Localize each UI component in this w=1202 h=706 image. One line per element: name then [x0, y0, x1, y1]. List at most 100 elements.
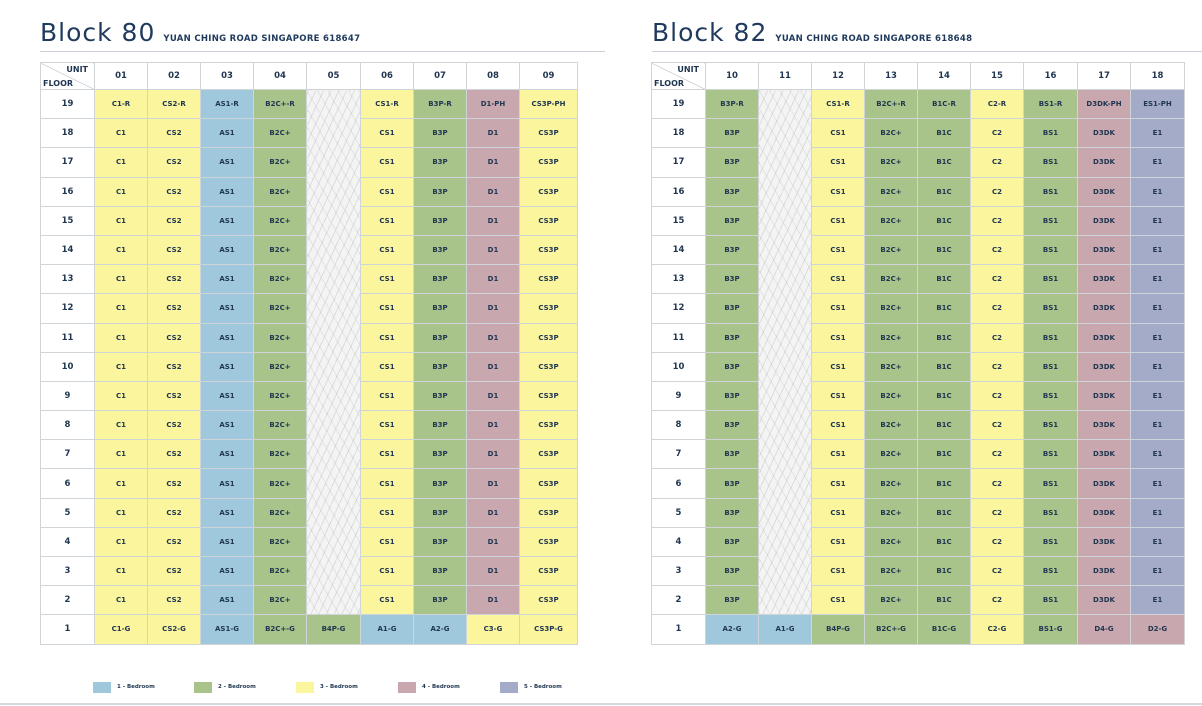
floor-number: 11 [40, 322, 95, 353]
unit-type-cell: B1C [917, 410, 971, 441]
unit-type-cell: D3DK [1077, 468, 1131, 499]
unit-type-cell: C1 [94, 234, 148, 266]
unit-type-cell: BS1 [1023, 234, 1078, 266]
floor-number: 8 [40, 410, 95, 441]
unit-header-08: 08 [466, 62, 520, 90]
unit-type-cell: B3P [705, 293, 759, 324]
unit-type-cell: A1-G [360, 614, 414, 645]
unit-type-cell: CS2 [147, 293, 201, 324]
unit-type-cell: D3DK [1077, 555, 1131, 587]
unit-header-05: 05 [306, 62, 361, 90]
unit-type-cell: CS3P [519, 585, 578, 616]
unit-type-cell: CS1 [360, 497, 414, 528]
block-80-unit-table: UNIT FLOOR 01 02 03 04 05 06 07 08 09 19 C1-R CS2-… [40, 62, 578, 645]
floor-row-9: 9 B3P CS1 B2C+ B1C C2 BS1 D3DK E1 [651, 380, 1185, 412]
unit-type-cell: B2C+ [864, 410, 918, 441]
unit-type-cell: B3P [705, 380, 759, 412]
unit-type-cell: C2 [970, 585, 1024, 616]
unit-type-cell: C1-G [94, 614, 148, 645]
unit-type-cell: B1C [917, 468, 971, 499]
floor-number: 11 [651, 322, 706, 353]
unit-type-cell: C1 [94, 526, 148, 558]
unit-type-cell: B1C [917, 293, 971, 324]
floor-row-1: 1 A2-G A1-G B4P-G B2C+-G B1C-G C2-G BS1-G D4-G D2… [651, 614, 1185, 645]
unit-type-cell: E1 [1130, 234, 1185, 266]
unit-type-cell: C2 [970, 497, 1024, 528]
unit-type-cell: B2C+ [253, 351, 307, 382]
floor-number: 4 [40, 526, 95, 558]
unit-type-cell: B2C+ [864, 351, 918, 382]
unit-type-cell: B3P-R [413, 88, 467, 120]
unit-type-cell: CS1 [360, 176, 414, 207]
unit-type-cell: B1C [917, 380, 971, 412]
unit-type-cell: CS1 [811, 264, 865, 295]
unit-type-cell: BS1 [1023, 147, 1078, 178]
unit-type-cell: B2C+ [253, 439, 307, 470]
unit-type-cell: B1C [917, 234, 971, 266]
floor-row-1: 1 C1-G CS2-G AS1-G B2C+-G B4P-G A1-G A2-G C3-G CS… [40, 614, 578, 645]
unit-type-cell: B3P [413, 526, 467, 558]
unit-type-cell: B2C+ [864, 264, 918, 295]
unit-type-cell: CS1 [811, 497, 865, 528]
floor-number: 5 [651, 497, 706, 528]
unit-type-cell: A2-G [413, 614, 467, 645]
unit-type-cell: BS1 [1023, 585, 1078, 616]
unit-type-cell: E1 [1130, 293, 1185, 324]
unit-type-cell: CS3P [519, 380, 578, 412]
block-82-address: YUAN CHING ROAD SINGAPORE 618648 [775, 34, 973, 44]
floor-row-13: 13 C1 CS2 AS1 B2C+ CS1 B3P D1 CS3P [40, 264, 578, 295]
legend-swatch [398, 681, 416, 693]
floor-number: 1 [40, 614, 95, 645]
unit-type-cell: D3DK [1077, 410, 1131, 441]
unit-type-cell: CS2 [147, 468, 201, 499]
unit-type-cell: E1 [1130, 205, 1185, 236]
legend-swatch [500, 681, 518, 693]
unit-type-cell: ES1-PH [1130, 88, 1185, 120]
unit-type-cell: D2-G [1130, 614, 1185, 645]
unit-type-cell: C2 [970, 234, 1024, 266]
unit-type-cell: B3P [705, 264, 759, 295]
unit-type-cell: B2C+ [253, 205, 307, 236]
unit-type-cell: A2-G [705, 614, 759, 645]
block-82-title: Block 82 [652, 18, 768, 47]
unit-type-cell: B1C [917, 147, 971, 178]
floor-number: 16 [651, 176, 706, 207]
unit-type-cell: E1 [1130, 380, 1185, 412]
unit-type-cell: B3P [705, 205, 759, 236]
unit-type-cell: D3DK [1077, 234, 1131, 266]
unit-type-cell: B1C [917, 118, 971, 149]
unit-type-cell: B1C-G [917, 614, 971, 645]
unit-type-cell: C2 [970, 380, 1024, 412]
unit-type-cell: D3DK [1077, 351, 1131, 382]
unit-type-cell: D3DK [1077, 264, 1131, 295]
unit-type-cell: CS1 [360, 351, 414, 382]
unit-type-cell: D3DK [1077, 205, 1131, 236]
unit-type-cell: AS1 [200, 351, 254, 382]
unit-type-cell: B2C+ [253, 293, 307, 324]
unit-type-cell: CS3P [519, 234, 578, 266]
unit-type-cell: D1 [466, 205, 520, 236]
floor-row-11: 11 B3P CS1 B2C+ B1C C2 BS1 D3DK E1 [651, 322, 1185, 353]
unit-type-cell: CS1 [360, 118, 414, 149]
unit-type-cell: C1 [94, 293, 148, 324]
unit-type-cell: B2C+ [253, 555, 307, 587]
floor-number: 17 [651, 147, 706, 178]
unit-type-cell: AS1 [200, 118, 254, 149]
floor-row-10: 10 B3P CS1 B2C+ B1C C2 BS1 D3DK E1 [651, 351, 1185, 382]
unit-type-cell: B2C+-R [864, 88, 918, 120]
legend-item-2-bedroom: 2 - Bedroom [194, 681, 256, 693]
unit-type-cell: E1 [1130, 264, 1185, 295]
unit-header-10: 10 [705, 62, 759, 90]
legend-label: 5 - Bedroom [524, 684, 562, 690]
unit-type-cell: D1 [466, 147, 520, 178]
unit-header-03: 03 [200, 62, 254, 90]
legend-item-4-bedroom: 4 - Bedroom [398, 681, 460, 693]
floor-number: 10 [651, 351, 706, 382]
floor-row-17: 17 C1 CS2 AS1 B2C+ CS1 B3P D1 CS3P [40, 147, 578, 178]
unit-type-cell: B1C [917, 322, 971, 353]
unit-type-cell: CS1 [811, 234, 865, 266]
unit-type-cell: E1 [1130, 585, 1185, 616]
unit-type-cell: E1 [1130, 118, 1185, 149]
unit-type-cell: CS2 [147, 410, 201, 441]
unit-header-12: 12 [811, 62, 865, 90]
